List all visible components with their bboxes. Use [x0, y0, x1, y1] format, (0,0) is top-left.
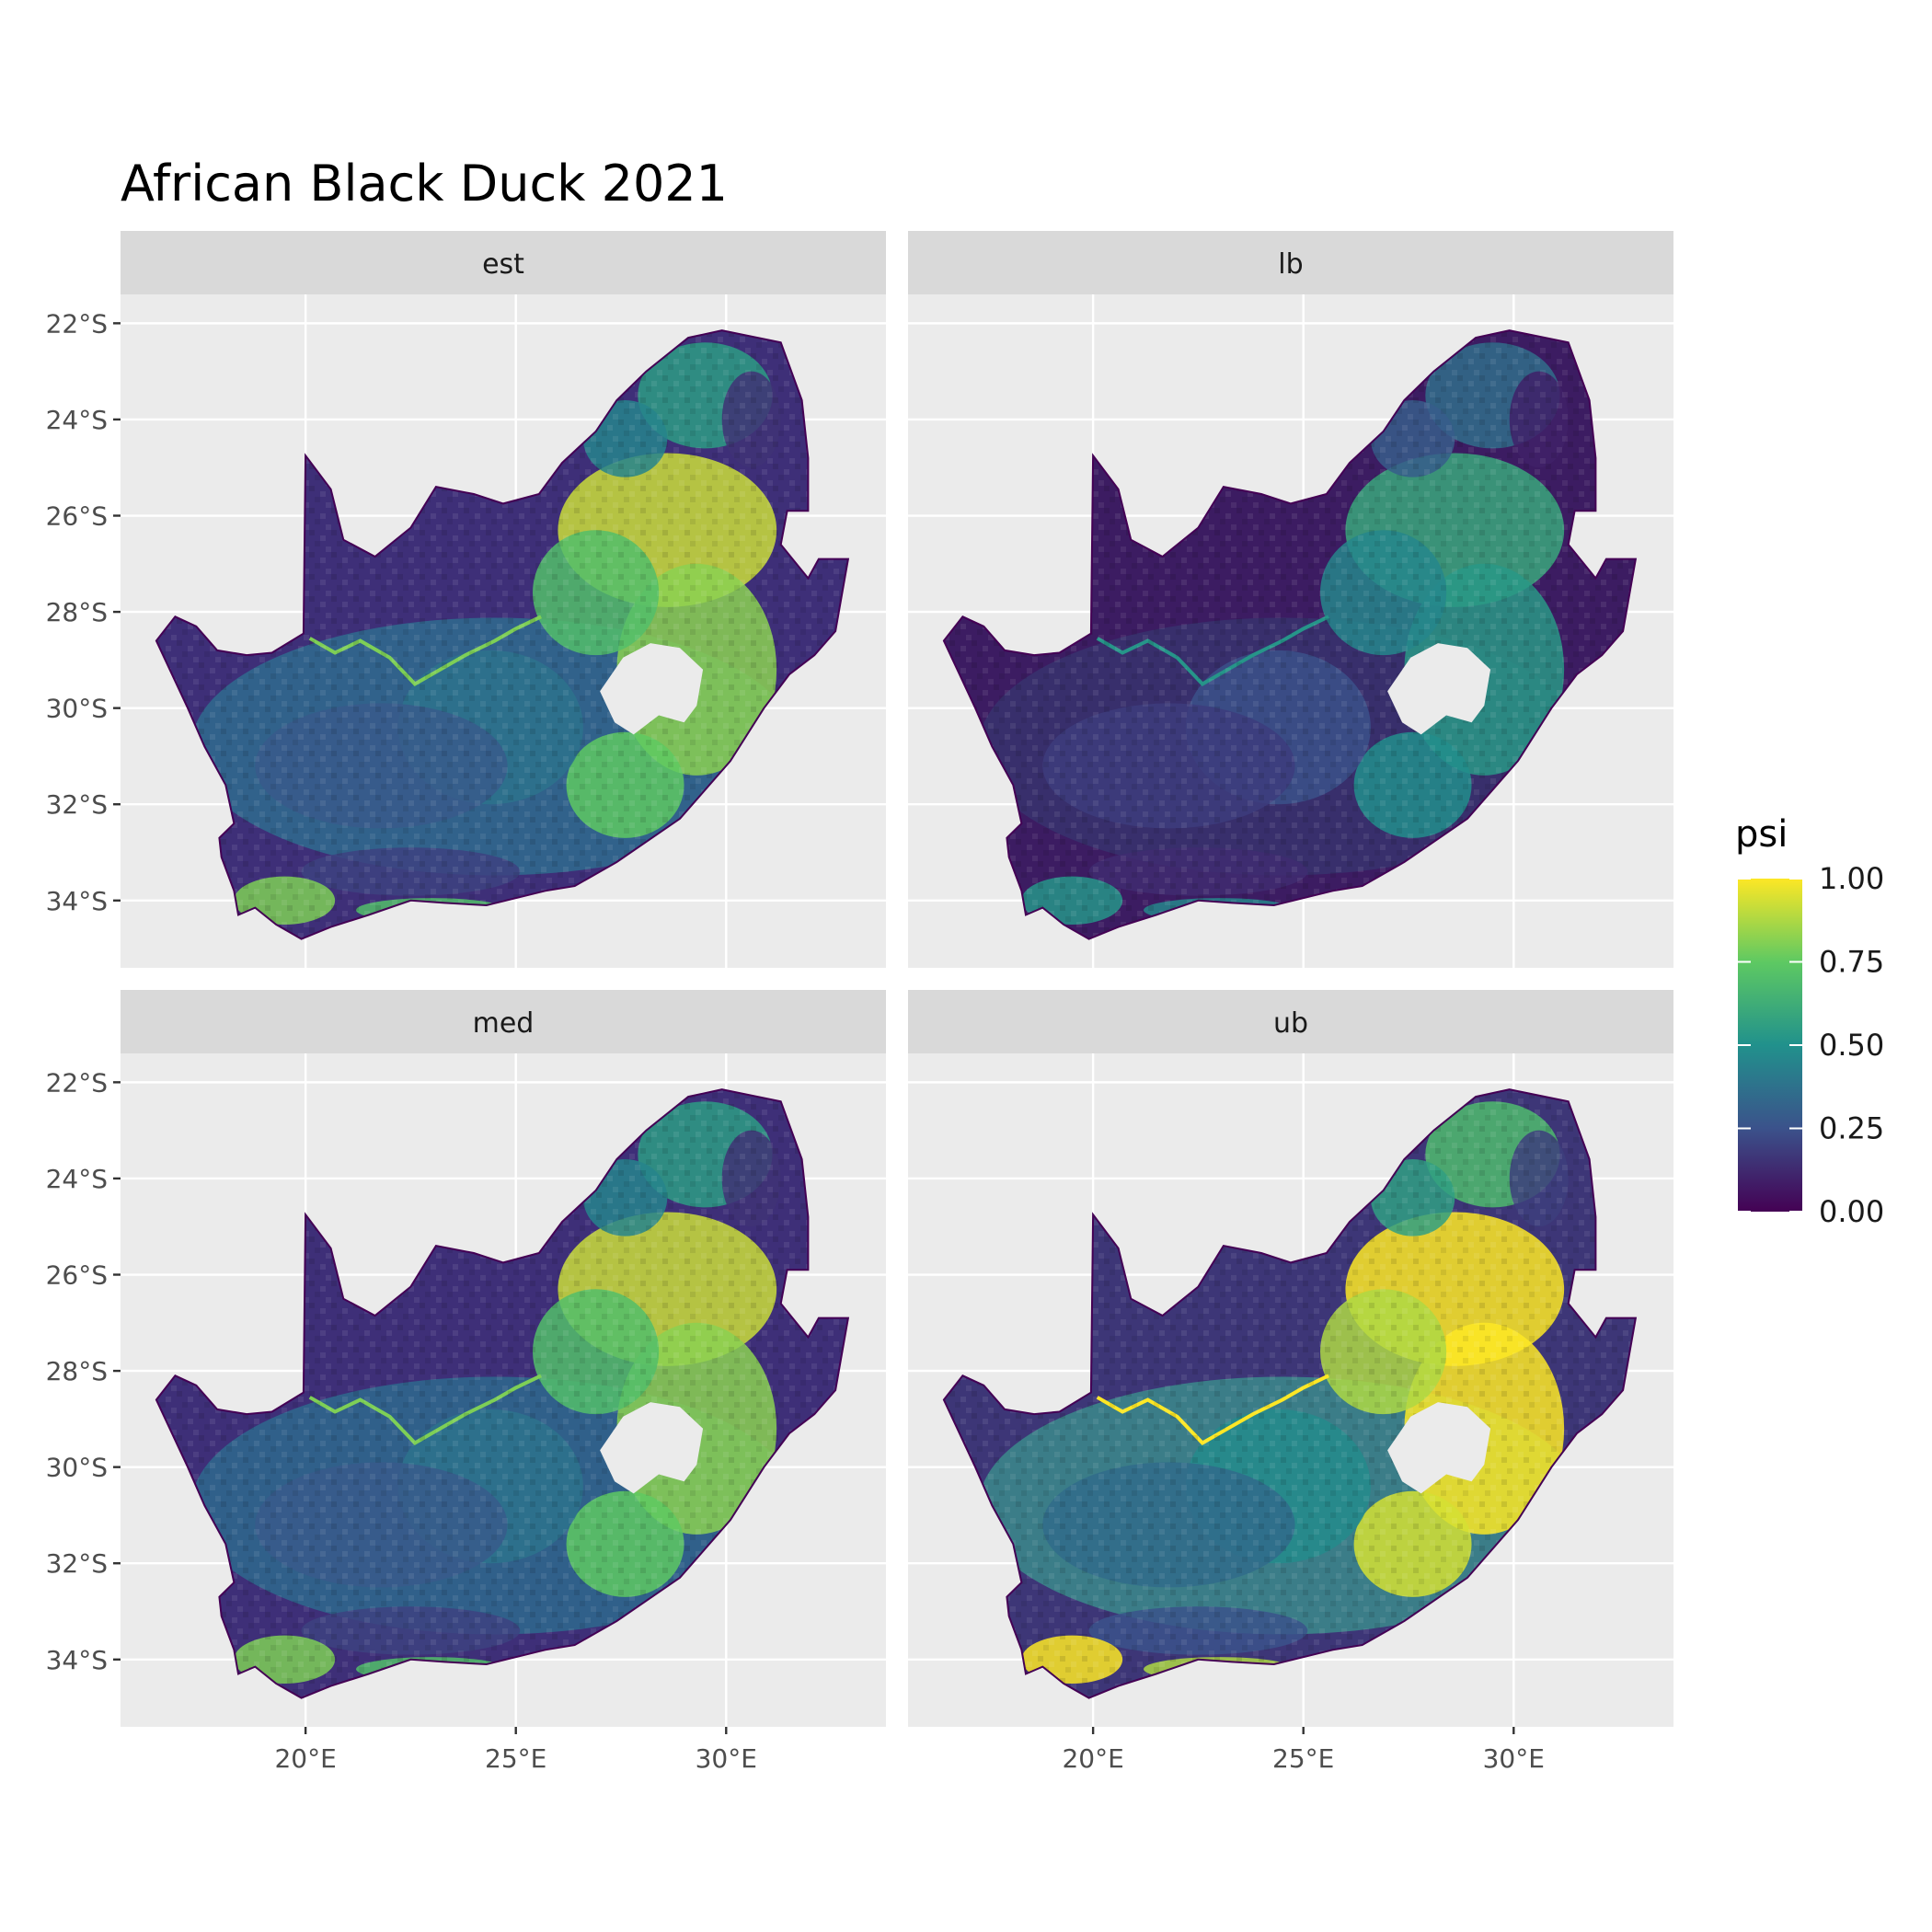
- facet-label: est: [482, 248, 524, 281]
- y-tick-label: 24°S: [46, 1164, 108, 1194]
- facet-strip: [908, 990, 1673, 1053]
- x-tick-label: 30°E: [696, 1743, 757, 1774]
- y-tick-label: 32°S: [46, 1548, 108, 1579]
- y-tick-label: 34°S: [46, 886, 108, 916]
- legend-tick-label: 0.25: [1819, 1111, 1884, 1146]
- y-tick-label: 28°S: [46, 597, 108, 627]
- x-tick-label: 20°E: [274, 1743, 336, 1774]
- panel-est: est 22°S 24°S 26°S 28°S 30°S 32°S 34°S: [46, 231, 886, 968]
- lesotho-hole: [1387, 643, 1491, 735]
- legend-tick-label: 0.50: [1819, 1028, 1884, 1063]
- chart-title: African Black Duck 2021: [121, 155, 729, 213]
- legend-title: psi: [1735, 813, 1788, 856]
- y-tick-label: 26°S: [46, 1260, 108, 1291]
- x-tick-label: 25°E: [485, 1743, 546, 1774]
- legend-tick-label: 1.00: [1819, 861, 1884, 896]
- y-tick-label: 26°S: [46, 501, 108, 532]
- legend-tick-label: 0.75: [1819, 945, 1884, 980]
- facet-strip: [908, 231, 1673, 294]
- panel-med: med 22°S 24°S 26°S 28°S 30°S 32°S 34°S 20°E 25°E 3…: [46, 990, 886, 1774]
- country-outline: [155, 329, 850, 940]
- panel-lb: lb: [908, 231, 1673, 968]
- country-outline: [942, 329, 1638, 940]
- y-tick-label: 22°S: [46, 1067, 108, 1098]
- country-outline: [942, 1088, 1638, 1699]
- x-tick-label: 20°E: [1062, 1743, 1123, 1774]
- y-tick-label: 30°S: [46, 694, 108, 724]
- panel-ub: ub 20°E 25°E 30°E: [908, 990, 1673, 1774]
- lesotho-hole: [600, 643, 704, 735]
- country-outline: [155, 1088, 850, 1699]
- legend: psi 0.00 0.25 0.50 0.75 1.00: [1735, 813, 1884, 1229]
- y-tick-label: 32°S: [46, 789, 108, 820]
- x-tick-label: 25°E: [1272, 1743, 1334, 1774]
- lesotho-hole: [1387, 1402, 1491, 1494]
- facet-strip: [121, 231, 886, 294]
- facet-label: lb: [1278, 248, 1303, 281]
- y-tick-label: 30°S: [46, 1453, 108, 1483]
- y-tick-label: 24°S: [46, 405, 108, 435]
- x-tick-label: 30°E: [1483, 1743, 1545, 1774]
- y-tick-label: 28°S: [46, 1356, 108, 1386]
- facet-strip: [121, 990, 886, 1053]
- facet-label: med: [473, 1007, 535, 1040]
- y-tick-label: 22°S: [46, 308, 108, 339]
- legend-tick-label: 0.00: [1819, 1194, 1884, 1229]
- lesotho-hole: [600, 1402, 704, 1494]
- facet-label: ub: [1273, 1007, 1308, 1040]
- y-tick-label: 34°S: [46, 1645, 108, 1675]
